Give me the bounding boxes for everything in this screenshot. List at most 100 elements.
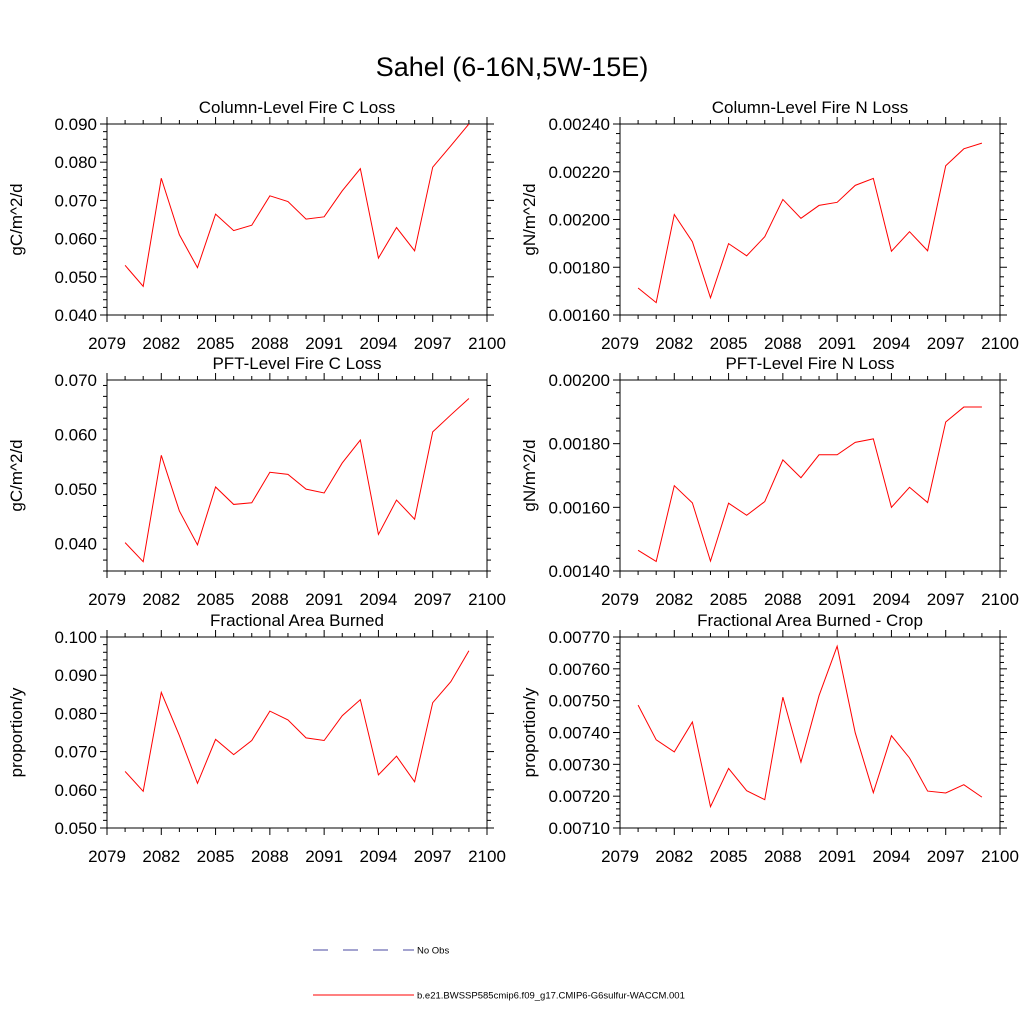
x-tick-label: 2094 — [360, 590, 398, 609]
chart-panel-1: 2079 2082 2085 2088 2091 2094 2097 2100 0.040 0.0… — [7, 98, 506, 353]
series-line-1 — [124, 650, 470, 793]
x-tick-label: 2100 — [468, 847, 506, 866]
panels: 2079 2082 2085 2088 2091 2094 2097 2100 0.040 0.0… — [7, 98, 1019, 866]
x-tick-label: 2082 — [655, 590, 693, 609]
x-tick-label: 2094 — [360, 847, 398, 866]
series-line-1 — [637, 142, 983, 304]
x-tick-label: 2097 — [927, 847, 965, 866]
y-axis-label: proportion/y — [520, 687, 539, 777]
x-tick-label: 2097 — [414, 590, 452, 609]
y-tick-label: 0.090 — [54, 115, 97, 134]
x-tick-label: 2085 — [197, 334, 235, 353]
x-tick-label: 2079 — [88, 334, 126, 353]
y-tick-label: 0.00140 — [549, 562, 610, 581]
x-tick-label: 2094 — [873, 590, 911, 609]
y-tick-label: 0.070 — [54, 743, 97, 762]
panel-title: Fractional Area Burned - Crop — [697, 611, 923, 630]
x-tick-label: 2088 — [764, 590, 802, 609]
series-line-1 — [124, 398, 470, 563]
x-tick-label: 2100 — [468, 590, 506, 609]
y-tick-label: 0.080 — [54, 704, 97, 723]
y-tick-label: 0.040 — [54, 306, 97, 325]
x-tick-label: 2091 — [818, 334, 856, 353]
y-tick-label: 0.050 — [54, 819, 97, 838]
chart-panel-3: 2079 2082 2085 2088 2091 2094 2097 2100 0.040 0.0… — [7, 354, 506, 609]
y-tick-label: 0.00160 — [549, 306, 610, 325]
y-tick-label: 0.00240 — [549, 115, 610, 134]
plot-frame — [106, 123, 488, 316]
x-tick-label: 2079 — [88, 847, 126, 866]
y-tick-label: 0.00220 — [549, 163, 610, 182]
y-tick-label: 0.00200 — [549, 371, 610, 390]
legend-label-model: b.e21.BWSSP585cmip6.f09_g17.CMIP6-G6sulf… — [417, 991, 685, 1002]
y-tick-label: 0.00710 — [549, 819, 610, 838]
y-axis-label: gN/m^2/d — [520, 183, 539, 255]
x-tick-label: 2082 — [655, 334, 693, 353]
y-tick-label: 0.00770 — [549, 628, 610, 647]
y-tick-label: 0.040 — [54, 535, 97, 554]
panel-title: Fractional Area Burned — [210, 611, 384, 630]
plot-frame — [619, 379, 1001, 572]
x-tick-label: 2082 — [142, 847, 180, 866]
x-tick-label: 2082 — [142, 334, 180, 353]
x-tick-label: 2100 — [468, 334, 506, 353]
y-tick-label: 0.100 — [54, 628, 97, 647]
y-tick-label: 0.00200 — [549, 211, 610, 230]
y-tick-label: 0.050 — [54, 268, 97, 287]
x-tick-label: 2097 — [414, 847, 452, 866]
x-tick-label: 2079 — [601, 847, 639, 866]
x-tick-label: 2088 — [764, 334, 802, 353]
y-tick-label: 0.060 — [54, 426, 97, 445]
chart-panel-4: 2079 2082 2085 2088 2091 2094 2097 2100 0.00140 0… — [520, 354, 1019, 609]
x-tick-label: 2088 — [764, 847, 802, 866]
x-tick-label: 2091 — [305, 847, 343, 866]
panel-title: Column-Level Fire C Loss — [199, 98, 396, 117]
x-tick-label: 2094 — [360, 334, 398, 353]
x-tick-label: 2085 — [710, 334, 748, 353]
x-tick-label: 2091 — [305, 334, 343, 353]
y-tick-label: 0.00750 — [549, 692, 610, 711]
x-tick-label: 2094 — [873, 847, 911, 866]
y-tick-label: 0.00160 — [549, 498, 610, 517]
x-tick-label: 2079 — [601, 334, 639, 353]
y-tick-label: 0.00180 — [549, 435, 610, 454]
chart-panel-6: 2079 2082 2085 2088 2091 2094 2097 2100 0.00710 0… — [520, 611, 1019, 866]
legend: No Obs b.e21.BWSSP585cmip6.f09_g17.CMIP6… — [313, 946, 685, 1002]
figure-title: Sahel (6-16N,5W-15E) — [376, 52, 649, 82]
y-tick-label: 0.070 — [54, 371, 97, 390]
x-tick-label: 2100 — [981, 847, 1019, 866]
x-tick-label: 2088 — [251, 847, 289, 866]
y-tick-label: 0.00720 — [549, 787, 610, 806]
y-tick-label: 0.00760 — [549, 660, 610, 679]
x-tick-label: 2088 — [251, 334, 289, 353]
x-tick-label: 2094 — [873, 334, 911, 353]
chart-panel-5: 2079 2082 2085 2088 2091 2094 2097 2100 0.050 0.0… — [7, 611, 506, 866]
y-tick-label: 0.00740 — [549, 724, 610, 743]
x-tick-label: 2079 — [88, 590, 126, 609]
y-axis-label: gC/m^2/d — [7, 183, 26, 255]
x-tick-label: 2085 — [197, 847, 235, 866]
x-tick-label: 2091 — [818, 590, 856, 609]
y-tick-label: 0.060 — [54, 781, 97, 800]
series-line-1 — [637, 406, 982, 563]
y-axis-label: proportion/y — [7, 687, 26, 777]
x-tick-label: 2091 — [305, 590, 343, 609]
x-tick-label: 2079 — [601, 590, 639, 609]
x-tick-label: 2082 — [655, 847, 693, 866]
x-tick-label: 2097 — [927, 590, 965, 609]
x-tick-label: 2082 — [142, 590, 180, 609]
y-tick-label: 0.090 — [54, 666, 97, 685]
series-line-1 — [124, 123, 470, 288]
panel-title: PFT-Level Fire N Loss — [725, 354, 894, 373]
y-tick-label: 0.060 — [54, 230, 97, 249]
x-tick-label: 2097 — [927, 334, 965, 353]
y-axis-label: gC/m^2/d — [7, 439, 26, 511]
legend-label-no-obs: No Obs — [417, 946, 449, 957]
y-tick-label: 0.00730 — [549, 755, 610, 774]
plot-frame — [106, 636, 488, 829]
chart-panel-2: 2079 2082 2085 2088 2091 2094 2097 2100 0.00160 0… — [520, 98, 1019, 353]
x-tick-label: 2085 — [710, 847, 748, 866]
plot-frame — [619, 636, 1001, 829]
panel-title: Column-Level Fire N Loss — [712, 98, 909, 117]
plot-frame — [619, 123, 1001, 316]
